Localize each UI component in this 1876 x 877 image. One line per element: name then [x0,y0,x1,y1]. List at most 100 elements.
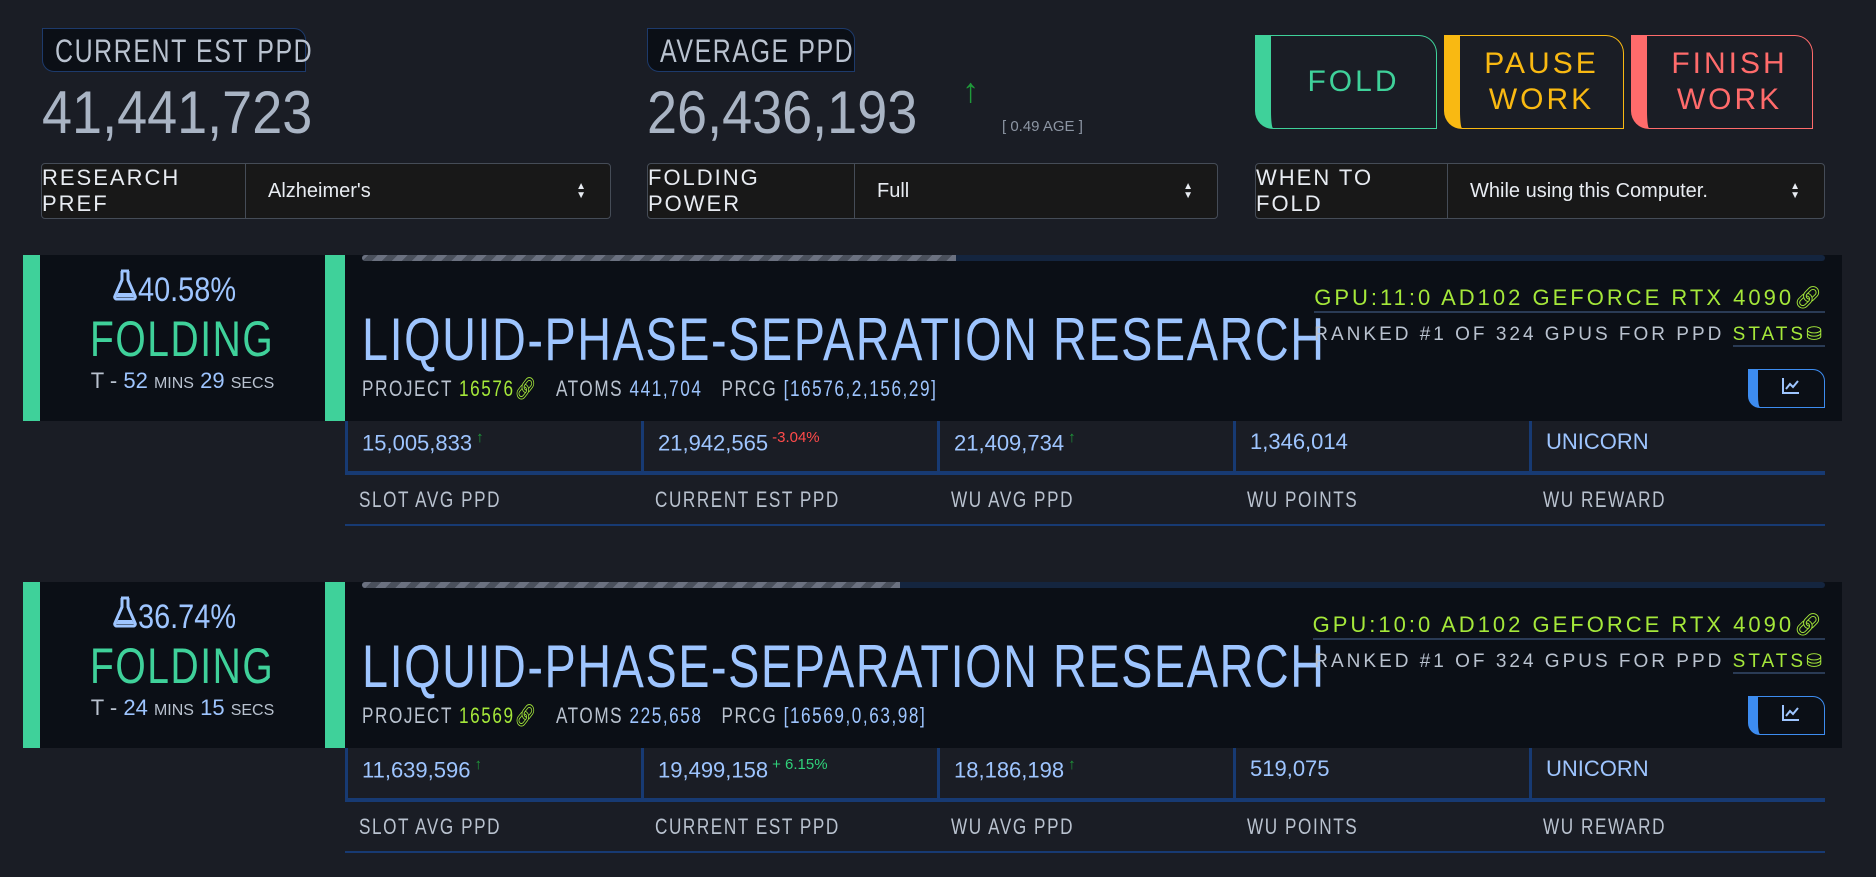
database-icon: ⛁ [1806,324,1825,345]
status-bar [325,255,345,421]
project-meta: PROJECT 16576🔗︎ ATOMS 441,704 PRCG [1657… [362,376,938,401]
when-to-fold-value: While using this Computer. [1470,179,1708,202]
stats-link[interactable]: STATS⛁ [1732,324,1825,347]
current-est-ppd-label: CURRENT EST PPD [42,28,312,72]
slot-status-panel: 36.74% FOLDING T - 24 MINS 15 SECS [40,582,325,748]
stat-value: 15,005,833 ↑ [345,421,641,471]
when-to-fold-select[interactable]: WHEN TO FOLD While using this Computer. ▲… [1255,163,1825,219]
when-to-fold-label: WHEN TO FOLD [1256,164,1448,218]
sort-arrows-icon: ▲ ▼ [576,181,586,201]
slot-eta: T - 52 MINS 29 SECS [90,368,275,393]
slot-stats-row: 15,005,833 ↑ 21,942,565 -3.04% 21,409,734 ↑ 1,… [345,421,1825,475]
stat-number: 21,942,565 [658,430,769,456]
stat-number: UNICORN [1546,429,1649,454]
slot-card: 36.74% FOLDING T - 24 MINS 15 SECS LIQUI… [0,582,1876,857]
stat-number: 18,186,198 [954,757,1065,783]
flask-icon [112,596,138,636]
status-bar [23,255,40,421]
link-icon[interactable]: 🔗︎ [514,703,538,728]
fold-button[interactable]: FOLD [1255,35,1437,129]
stat-number: 19,499,158 [658,757,769,783]
gpu-rank: RANKED #1 OF 324 GPUS FOR PPD STATS⛁ [1314,324,1825,347]
stat-number: UNICORN [1546,756,1649,781]
stat-label: WU REWARD [1543,487,1667,512]
stat-number: 519,075 [1250,756,1330,781]
link-icon: 🔗︎ [1794,612,1825,637]
stat-label: SLOT AVG PPD [359,487,502,512]
chart-button[interactable] [1748,369,1825,408]
stat-label: WU POINTS [1247,814,1359,839]
gpu-link[interactable]: GPU:11:0 AD102 GEFORCE RTX 4090🔗︎ [1314,285,1825,313]
stat-number: 15,005,833 [362,430,473,456]
stat-value: 21,942,565 -3.04% [641,421,937,471]
average-ppd-label: AVERAGE PPD [647,28,855,72]
stats-link[interactable]: STATS⛁ [1732,651,1825,674]
stat-value: UNICORN [1529,421,1825,471]
slot-main-panel: LIQUID-PHASE-SEPARATION RESEARCH PROJECT… [345,255,1842,421]
slot-percent: 36.74% [40,596,325,637]
flask-icon [112,269,138,309]
status-bar [23,582,40,748]
slot-percent: 40.58% [40,269,325,310]
stat-number: 1,346,014 [1250,429,1348,454]
project-title: LIQUID-PHASE-SEPARATION RESEARCH [362,633,1326,700]
status-bar [325,582,345,748]
folding-power-select[interactable]: FOLDING POWER Full ▲ ▼ [647,163,1218,219]
average-ppd-value: 26,436,193 [647,79,918,146]
sort-arrows-icon: ▲ ▼ [1790,181,1800,201]
stat-label: WU AVG PPD [951,814,1075,839]
stat-delta: ↑ [476,429,484,446]
stat-value: 19,499,158 + 6.15% [641,748,937,798]
research-pref-value: Alzheimer's [268,179,371,202]
slot-main-panel: LIQUID-PHASE-SEPARATION RESEARCH PROJECT… [345,582,1842,748]
stat-number: 21,409,734 [954,430,1065,456]
stat-value: UNICORN [1529,748,1825,798]
research-pref-label: RESEARCH PREF [42,164,246,218]
link-icon: 🔗︎ [1794,285,1825,310]
link-icon[interactable]: 🔗︎ [514,376,538,401]
stat-value: 21,409,734 ↑ [937,421,1233,471]
slot-stats-labels: SLOT AVG PPD CURRENT EST PPD WU AVG PPD WU … [345,475,1825,526]
line-chart-icon [1782,378,1800,399]
stat-label: WU REWARD [1543,814,1667,839]
stat-label: SLOT AVG PPD [359,814,502,839]
stat-label: CURRENT EST PPD [655,487,840,512]
stat-value: 18,186,198 ↑ [937,748,1233,798]
progress-bar [362,582,1825,588]
slot-card: 40.58% FOLDING T - 52 MINS 29 SECS LIQUI… [0,255,1876,530]
slot-stats-row: 11,639,596 ↑ 19,499,158 + 6.15% 18,186,198 ↑ 5… [345,748,1825,802]
slot-status: FOLDING [90,638,275,694]
stat-delta: -3.04% [772,429,820,446]
project-link[interactable]: 16576 [459,376,515,401]
line-chart-icon [1782,705,1800,726]
stat-delta: ↑ [474,756,482,773]
project-link[interactable]: 16569 [459,703,515,728]
stat-value: 11,639,596 ↑ [345,748,641,798]
stat-label: CURRENT EST PPD [655,814,840,839]
stat-delta: + 6.15% [772,756,828,773]
current-est-ppd-value: 41,441,723 [42,79,313,146]
trend-up-icon: ↑ [962,72,979,110]
stat-value: 519,075 [1233,748,1529,798]
finish-work-button[interactable]: FINISH WORK [1631,35,1813,129]
chart-button[interactable] [1748,696,1825,735]
folding-power-label: FOLDING POWER [648,164,855,218]
slot-stats-labels: SLOT AVG PPD CURRENT EST PPD WU AVG PPD WU … [345,802,1825,853]
database-icon: ⛁ [1806,651,1825,672]
gpu-rank: RANKED #1 OF 324 GPUS FOR PPD STATS⛁ [1314,651,1825,674]
project-meta: PROJECT 16569🔗︎ ATOMS 225,658 PRCG [1656… [362,703,927,728]
folding-power-value: Full [877,179,910,202]
slot-status: FOLDING [90,311,275,367]
slot-eta: T - 24 MINS 15 SECS [90,695,275,720]
average-age: [ 0.49 AGE ] [1002,118,1083,135]
pause-work-button[interactable]: PAUSE WORK [1444,35,1624,129]
stat-number: 11,639,596 [362,757,471,783]
stat-value: 1,346,014 [1233,421,1529,471]
progress-bar [362,255,1825,261]
project-title: LIQUID-PHASE-SEPARATION RESEARCH [362,306,1326,373]
slot-status-panel: 40.58% FOLDING T - 52 MINS 29 SECS [40,255,325,421]
stat-delta: ↑ [1068,429,1076,446]
gpu-link[interactable]: GPU:10:0 AD102 GEFORCE RTX 4090🔗︎ [1312,612,1825,640]
research-pref-select[interactable]: RESEARCH PREF Alzheimer's ▲ ▼ [41,163,611,219]
stat-delta: ↑ [1068,756,1076,773]
